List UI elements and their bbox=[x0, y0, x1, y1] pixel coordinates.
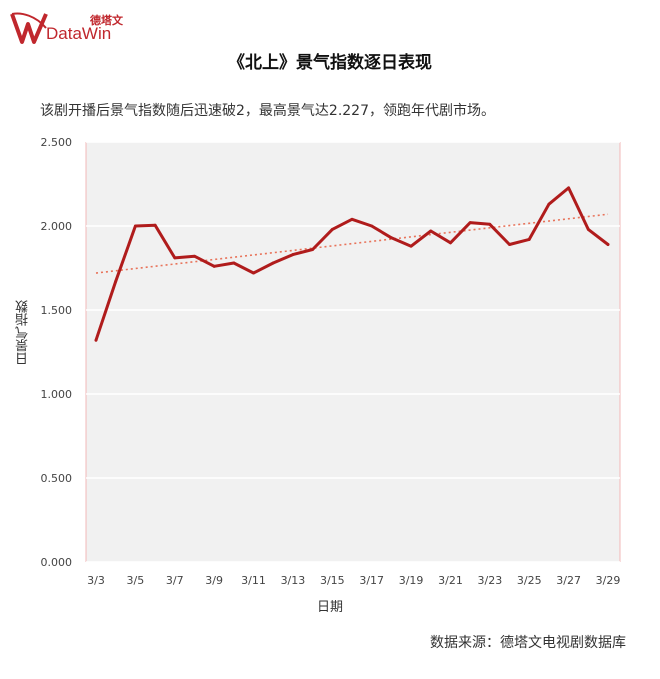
datawin-logo bbox=[8, 8, 138, 48]
data-point bbox=[114, 280, 118, 283]
x-tick-label: 3/17 bbox=[359, 574, 384, 587]
data-point bbox=[468, 221, 472, 225]
data-point bbox=[488, 222, 492, 226]
data-point bbox=[527, 238, 531, 241]
y-tick-label: 0.000 bbox=[41, 556, 73, 569]
data-point bbox=[330, 227, 334, 231]
x-tick-label: 3/21 bbox=[438, 574, 463, 587]
logo-text-cn: 德塔文 bbox=[90, 14, 123, 27]
x-tick-label: 3/5 bbox=[127, 574, 145, 587]
x-tick-label: 3/15 bbox=[320, 574, 345, 587]
data-point bbox=[133, 224, 137, 228]
data-point bbox=[547, 202, 551, 206]
data-point bbox=[193, 254, 196, 258]
data-point bbox=[232, 261, 236, 265]
data-point bbox=[409, 244, 413, 248]
x-tick-label: 3/7 bbox=[166, 574, 184, 587]
x-tick-label: 3/19 bbox=[399, 574, 424, 587]
y-tick-label: 1.500 bbox=[41, 304, 73, 317]
data-point bbox=[252, 271, 255, 275]
data-point bbox=[429, 229, 433, 233]
y-tick-label: 0.500 bbox=[41, 472, 73, 485]
chart-subtitle: 该剧开播后景气指数随后迅速破2，最高景气达2.227，领跑年代剧市场。 bbox=[40, 103, 495, 119]
x-tick-label: 3/27 bbox=[556, 574, 581, 587]
x-tick-label: 3/11 bbox=[241, 574, 266, 587]
x-tick-label: 3/3 bbox=[87, 574, 105, 587]
data-point bbox=[449, 241, 452, 245]
logo-mark-icon bbox=[10, 12, 48, 44]
data-point bbox=[271, 261, 275, 265]
data-point bbox=[94, 338, 98, 342]
data-point bbox=[311, 248, 315, 251]
chart-title: 《北上》景气指数逐日表现 bbox=[228, 53, 432, 73]
x-axis-label: 日期 bbox=[316, 600, 343, 615]
data-point bbox=[350, 217, 354, 221]
x-tick-label: 3/13 bbox=[281, 574, 306, 587]
x-tick-label: 3/25 bbox=[517, 574, 542, 587]
data-point bbox=[389, 236, 393, 240]
trendline bbox=[95, 213, 609, 274]
y-tick-label: 2.500 bbox=[41, 136, 73, 149]
data-point bbox=[212, 264, 216, 268]
y-tick-label: 2.000 bbox=[41, 220, 73, 233]
logo-text-en: DataWin bbox=[46, 24, 112, 43]
x-tick-label: 3/23 bbox=[477, 574, 502, 587]
x-tick-label: 3/9 bbox=[205, 574, 223, 587]
data-point bbox=[606, 243, 610, 246]
data-point bbox=[173, 256, 177, 260]
x-tick-label: 3/29 bbox=[596, 574, 621, 587]
data-point bbox=[370, 224, 374, 228]
data-point bbox=[508, 243, 511, 246]
data-point bbox=[291, 253, 295, 256]
data-point bbox=[567, 186, 571, 190]
data-point bbox=[153, 223, 157, 227]
data-point bbox=[586, 227, 590, 231]
plot-area bbox=[86, 142, 620, 562]
y-axis-label: 日景气指数 bbox=[16, 300, 31, 365]
y-tick-label: 1.000 bbox=[41, 388, 73, 401]
data-source: 数据来源：德塔文电视剧数据库 bbox=[430, 635, 626, 651]
